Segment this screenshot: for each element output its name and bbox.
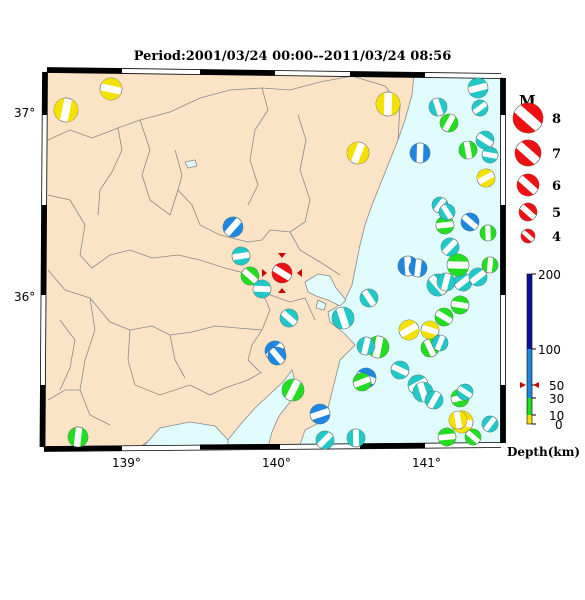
- focal-mechanism-ball: [424, 390, 444, 410]
- magnitude-legend-label: 6: [552, 179, 561, 194]
- depth-tick-100: 100: [538, 343, 561, 357]
- focal-mechanism-ball: [252, 279, 272, 299]
- focal-mechanism-ball: [346, 428, 366, 448]
- depth-bar-0-10: [527, 415, 532, 424]
- magnitude-legend-ball: [512, 102, 544, 134]
- depth-tick-30: 30: [549, 392, 564, 406]
- focal-mechanism-ball: [446, 253, 470, 277]
- magnitude-legend-ball: [518, 202, 538, 222]
- focal-mechanism-ball: [409, 142, 431, 164]
- focal-mechanism-ball: [467, 77, 489, 99]
- focal-mechanism-ball: [481, 146, 499, 164]
- highlight-marker: [297, 269, 302, 277]
- focal-mechanism-ball: [481, 256, 499, 274]
- focal-mechanism-ball: [356, 336, 376, 356]
- highlighted-focal-mechanism: [271, 262, 293, 284]
- focal-mechanism-ball: [458, 140, 478, 160]
- depth-bar-deep: [527, 274, 532, 349]
- focal-mechanism-ball: [471, 99, 489, 117]
- lon-label-141: 141°: [412, 456, 441, 470]
- lat-label-37: 37°: [14, 106, 35, 120]
- map-title: Period:2001/03/24 00:00--2011/03/24 08:5…: [133, 49, 452, 64]
- focal-mechanism-ball: [437, 427, 457, 447]
- magnitude-legend-ball: [520, 228, 536, 244]
- focal-mechanism-ball: [222, 216, 244, 238]
- focal-mechanism-ball: [431, 334, 449, 352]
- depth-marker-right: [533, 382, 539, 388]
- lat-label-36: 36°: [14, 290, 35, 304]
- focal-mechanism-ball: [309, 403, 331, 425]
- focal-mechanism-ball: [479, 224, 497, 242]
- lake-kitaura: [315, 299, 327, 311]
- focal-mechanism-ball: [476, 168, 496, 188]
- earthquake-events: [53, 77, 499, 450]
- highlight-marker: [278, 253, 286, 258]
- focal-mechanism-ball: [359, 288, 379, 308]
- focal-mechanism-ball: [53, 97, 79, 123]
- focal-mechanism-ball: [346, 141, 370, 165]
- focal-mechanism-ball: [281, 378, 305, 402]
- highlight-marker: [278, 288, 286, 293]
- depth-tick-10: 10: [549, 409, 564, 423]
- focal-mechanism-ball: [464, 428, 482, 446]
- focal-mechanism-ball: [67, 426, 89, 448]
- magnitude-legend-label: 4: [552, 230, 561, 245]
- magnitude-legend-ball: [514, 139, 542, 167]
- focal-mechanism-ball: [420, 320, 440, 340]
- lake-inland: [184, 159, 198, 169]
- magnitude-legend-label: 5: [552, 206, 561, 221]
- highlight-marker: [262, 269, 267, 277]
- depth-tick-50: 50: [549, 379, 564, 393]
- focal-mechanism-ball: [352, 372, 372, 392]
- depth-marker-left: [520, 382, 526, 388]
- focal-mechanism-ball: [398, 319, 420, 341]
- highlighted-event: [262, 253, 302, 293]
- focal-mechanism-ball: [279, 308, 299, 328]
- focal-mechanism-ball: [481, 415, 499, 433]
- focal-mechanism-ball: [460, 212, 480, 232]
- focal-mechanism-ball: [438, 203, 456, 221]
- focal-mechanism-ball: [456, 383, 474, 401]
- depth-legend: 200 100 50 30 10 0 Depth(km): [507, 268, 580, 459]
- magnitude-legend-ball: [516, 173, 540, 197]
- depth-legend-title: Depth(km): [507, 445, 580, 459]
- focal-mechanism-ball: [408, 258, 428, 278]
- depth-tick-0: 0: [555, 418, 563, 432]
- focal-mechanism-ball: [390, 360, 410, 380]
- sagami-bay: [142, 421, 229, 447]
- focal-mechanism-ball: [331, 306, 355, 330]
- magnitude-legend-label: 7: [552, 147, 561, 162]
- focal-mechanism-ball: [434, 307, 454, 327]
- prefecture-boundaries: [47, 75, 401, 426]
- focal-mechanism-ball: [450, 295, 470, 315]
- focal-mechanism-ball: [436, 272, 456, 292]
- focal-mechanism-ball: [315, 430, 335, 450]
- focal-mechanism-ball: [439, 113, 459, 133]
- focal-mechanism-ball: [231, 246, 251, 266]
- lake-kasumigaura: [304, 273, 347, 307]
- focal-mechanism-ball: [99, 77, 123, 101]
- focal-mechanism-ball: [375, 91, 401, 117]
- map-frame: [39, 67, 506, 452]
- magnitude-legend-label: 8: [552, 112, 561, 127]
- focal-mechanism-ball: [468, 267, 488, 287]
- focal-mechanism-ball: [435, 215, 455, 235]
- depth-bar-10-30: [527, 398, 532, 415]
- tokyo-bay: [221, 369, 297, 447]
- focal-mechanism-ball: [267, 346, 287, 366]
- lon-label-139: 139°: [112, 456, 141, 470]
- depth-bar-100-200: [527, 349, 532, 398]
- focal-mechanism-ball: [448, 410, 468, 430]
- depth-tick-200: 200: [538, 268, 561, 282]
- focal-mechanism-ball: [428, 97, 448, 117]
- lon-label-140: 140°: [262, 456, 291, 470]
